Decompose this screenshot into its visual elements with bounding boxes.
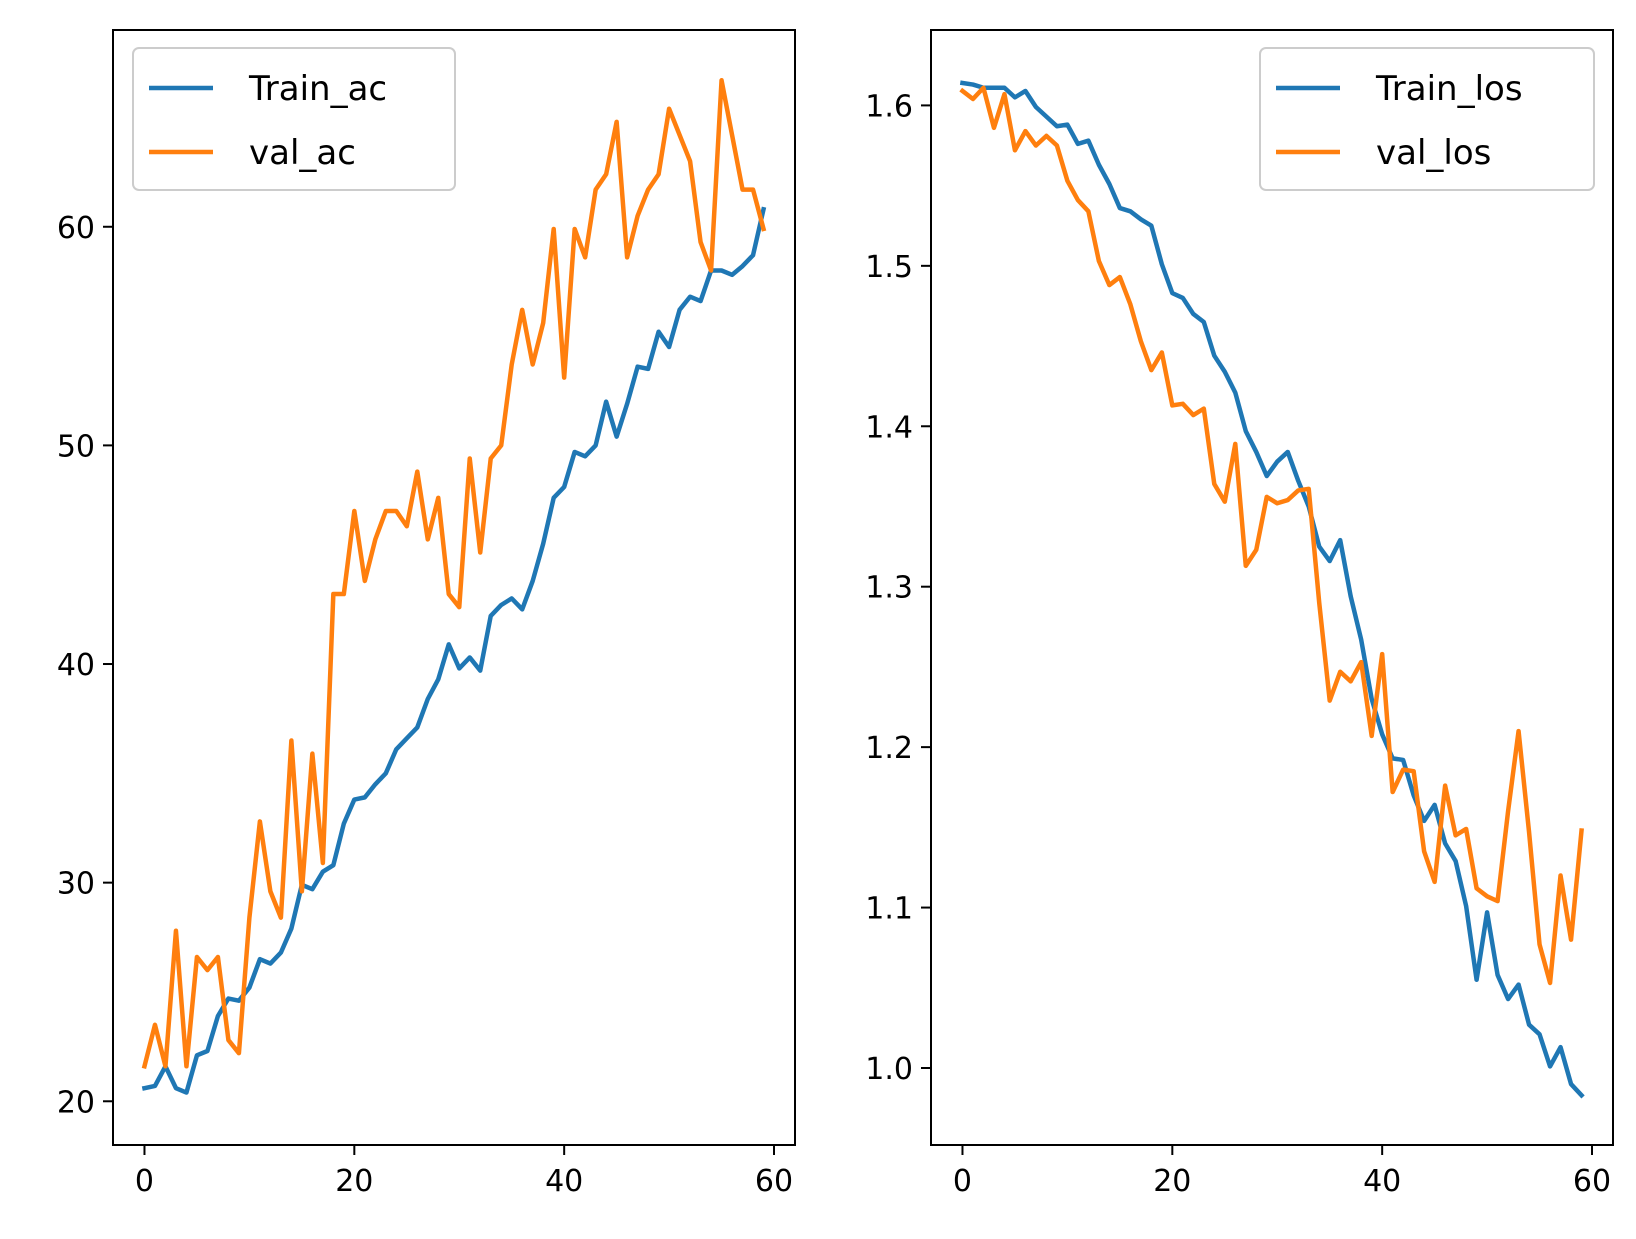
y-tick-label: 60 <box>57 211 95 246</box>
x-tick-label: 60 <box>1573 1164 1611 1199</box>
legend-label-Train_ac: Train_ac <box>248 69 387 109</box>
y-tick-label: 1.2 <box>865 731 913 766</box>
y-tick-label: 1.1 <box>865 892 913 927</box>
accuracy-chart: 0 20 40 60 20 30 40 50 60 Train_ac val_ac <box>57 29 796 1199</box>
y-tick-label: 1.0 <box>865 1052 913 1087</box>
x-tick-label: 60 <box>755 1164 793 1199</box>
y-tick-label: 20 <box>57 1085 95 1120</box>
legend-label-val_los: val_los <box>1376 133 1491 173</box>
legend-box <box>132 47 456 191</box>
legend-label-val_ac: val_ac <box>249 133 356 173</box>
legend: Train_los val_los <box>1259 47 1595 191</box>
x-tick-label: 0 <box>135 1164 154 1199</box>
plot-frame <box>112 29 796 1146</box>
y-tick-label: 1.3 <box>865 571 913 606</box>
x-tick-label: 20 <box>1153 1164 1191 1199</box>
y-tick-label: 1.6 <box>865 89 913 124</box>
series-line-val_los <box>959 85 1584 986</box>
x-tick-label: 20 <box>335 1164 373 1199</box>
series-line-val_ac <box>141 78 767 1070</box>
y-tick-label: 40 <box>57 648 95 683</box>
x-tick-label: 0 <box>953 1164 972 1199</box>
y-tick-label: 1.4 <box>865 410 913 445</box>
y-tick-label: 1.5 <box>865 250 913 285</box>
legend-label-Train_los: Train_los <box>1375 69 1523 109</box>
x-tick-label: 40 <box>545 1164 583 1199</box>
y-tick-label: 50 <box>57 429 95 464</box>
series-line-Train_ac <box>141 206 767 1095</box>
series-line-Train_los <box>959 80 1585 1099</box>
x-tick-label: 40 <box>1363 1164 1401 1199</box>
legend-box <box>1259 47 1595 191</box>
y-tick-label: 30 <box>57 867 95 902</box>
loss-chart: 0 20 40 60 1.0 1.1 1.2 1.3 1.4 1.5 1.6 Train_losval… <box>865 29 1614 1199</box>
legend: Train_ac val_ac <box>132 47 456 191</box>
